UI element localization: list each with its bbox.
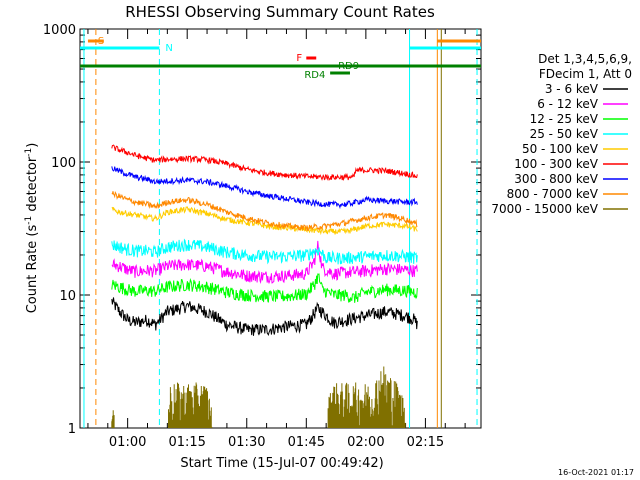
y-tick-label-1: 10 <box>59 289 76 304</box>
x-tick-label-3: 01:45 <box>288 435 325 450</box>
legend-header-1: Det 1,3,4,5,6,9, <box>538 52 632 66</box>
legend-label-5: 100 - 300 keV <box>514 157 598 171</box>
legend-label-4: 50 - 100 keV <box>522 142 599 156</box>
series-line-1 <box>111 240 418 285</box>
series-line-4 <box>111 206 418 236</box>
x-tick-label-5: 02:15 <box>407 435 444 450</box>
annotation-rd4: RD4 <box>304 70 325 81</box>
y-tick-label-0: 1 <box>68 422 76 437</box>
y-label-sup1: -1 <box>24 216 34 225</box>
series-line-7 <box>111 191 418 231</box>
y-label-mid: detector <box>25 156 40 216</box>
svg-text:Count Rate (s-1 detector-1): Count Rate (s-1 detector-1) <box>24 143 40 314</box>
x-axis-label: Start Time (15-Jul-07 00:49:42) <box>180 456 383 471</box>
y-axis-label: Count Rate (s-1 detector-1) <box>24 143 40 314</box>
annotation-s: S <box>98 36 104 47</box>
series-line-2 <box>111 273 418 303</box>
series-line-8 <box>111 366 406 428</box>
series-line-0 <box>111 297 418 337</box>
y-label-sup2: -1 <box>24 148 34 157</box>
legend-label-2: 12 - 25 keV <box>530 112 599 126</box>
legend-label-1: 6 - 12 keV <box>537 97 599 111</box>
series-line-5 <box>111 144 418 182</box>
y-tick-label-3: 1000 <box>43 23 76 38</box>
legend-label-6: 300 - 800 keV <box>514 172 598 186</box>
chart-title: RHESSI Observing Summary Count Rates <box>125 3 435 21</box>
plot-marks: 1 10 100 1000 01:00 01:15 01:30 01:45 02:00 02:15… <box>43 23 482 450</box>
x-tick-label-2: 01:30 <box>228 435 265 450</box>
series-line-6 <box>111 166 418 210</box>
y-tick-label-2: 100 <box>51 156 76 171</box>
series-line-3 <box>111 238 418 265</box>
legend-label-8: 7000 - 15000 keV <box>491 202 598 216</box>
y-label-main: Count Rate (s <box>25 225 40 314</box>
annotation-f: F <box>296 53 302 64</box>
legend-label-7: 800 - 7000 keV <box>507 187 599 201</box>
annotation-rd9: RD9 <box>338 61 359 72</box>
legend-header-2: FDecim 1, Att 0 <box>539 67 632 81</box>
y-label-end: ) <box>25 143 40 148</box>
footer-timestamp: 16-Oct-2021 01:17 <box>558 468 634 477</box>
x-tick-label-4: 02:00 <box>347 435 384 450</box>
annotation-n: N <box>165 43 172 54</box>
plot-frame <box>79 28 482 429</box>
x-tick-label-1: 01:15 <box>168 435 205 450</box>
x-tick-label-0: 01:00 <box>109 435 146 450</box>
legend-label-0: 3 - 6 keV <box>545 82 599 96</box>
legend-label-3: 25 - 50 keV <box>530 127 599 141</box>
